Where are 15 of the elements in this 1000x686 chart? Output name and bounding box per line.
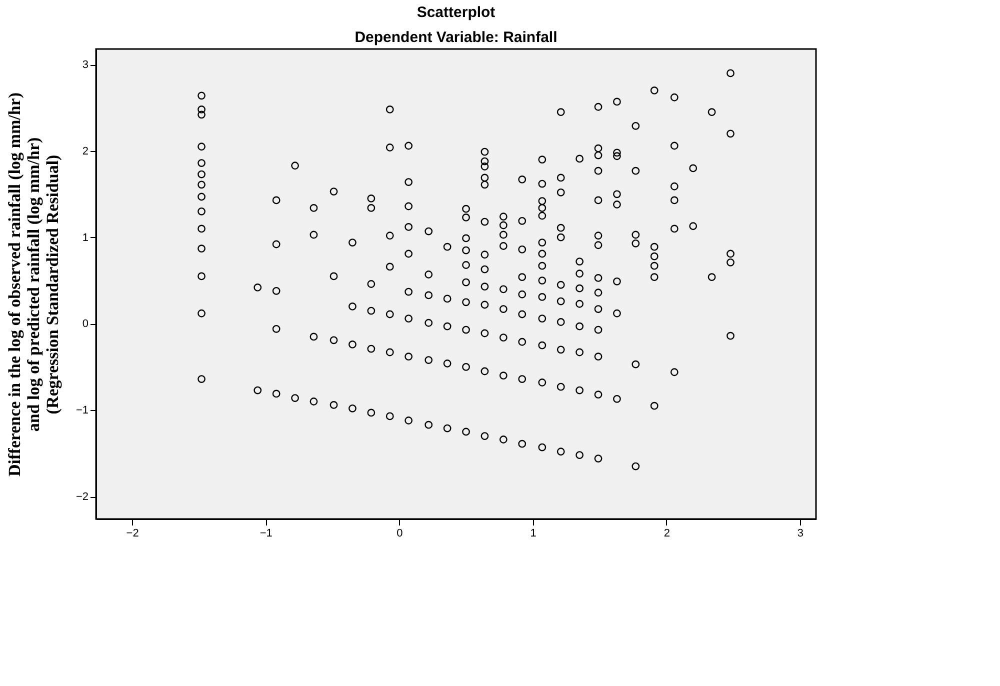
chart-title: Scatterplot [416,4,496,21]
x-tick-label: −2 [126,528,139,540]
y-tick-label: −1 [76,404,88,417]
chart-subtitle: Dependent Variable: Rainfall [354,29,558,46]
y-axis-title: Difference in the log of observed rainfall (log mm/hr) and log of predicted rainfall (log mm/hr) (Regression Standardized Residual) [4,92,62,477]
x-tick-label: 3 [797,528,804,540]
y-tick-label: −2 [76,491,88,504]
x-tick-label: 2 [664,528,670,540]
y-tick-label: 1 [82,232,88,244]
y-tick-label: 3 [82,59,88,72]
x-tick-label: 0 [396,528,403,540]
y-tick-label: 0 [82,318,88,330]
y-tick-label: 2 [82,145,88,158]
x-tick-label: −1 [260,528,272,540]
x-tick-label: 1 [530,528,536,540]
